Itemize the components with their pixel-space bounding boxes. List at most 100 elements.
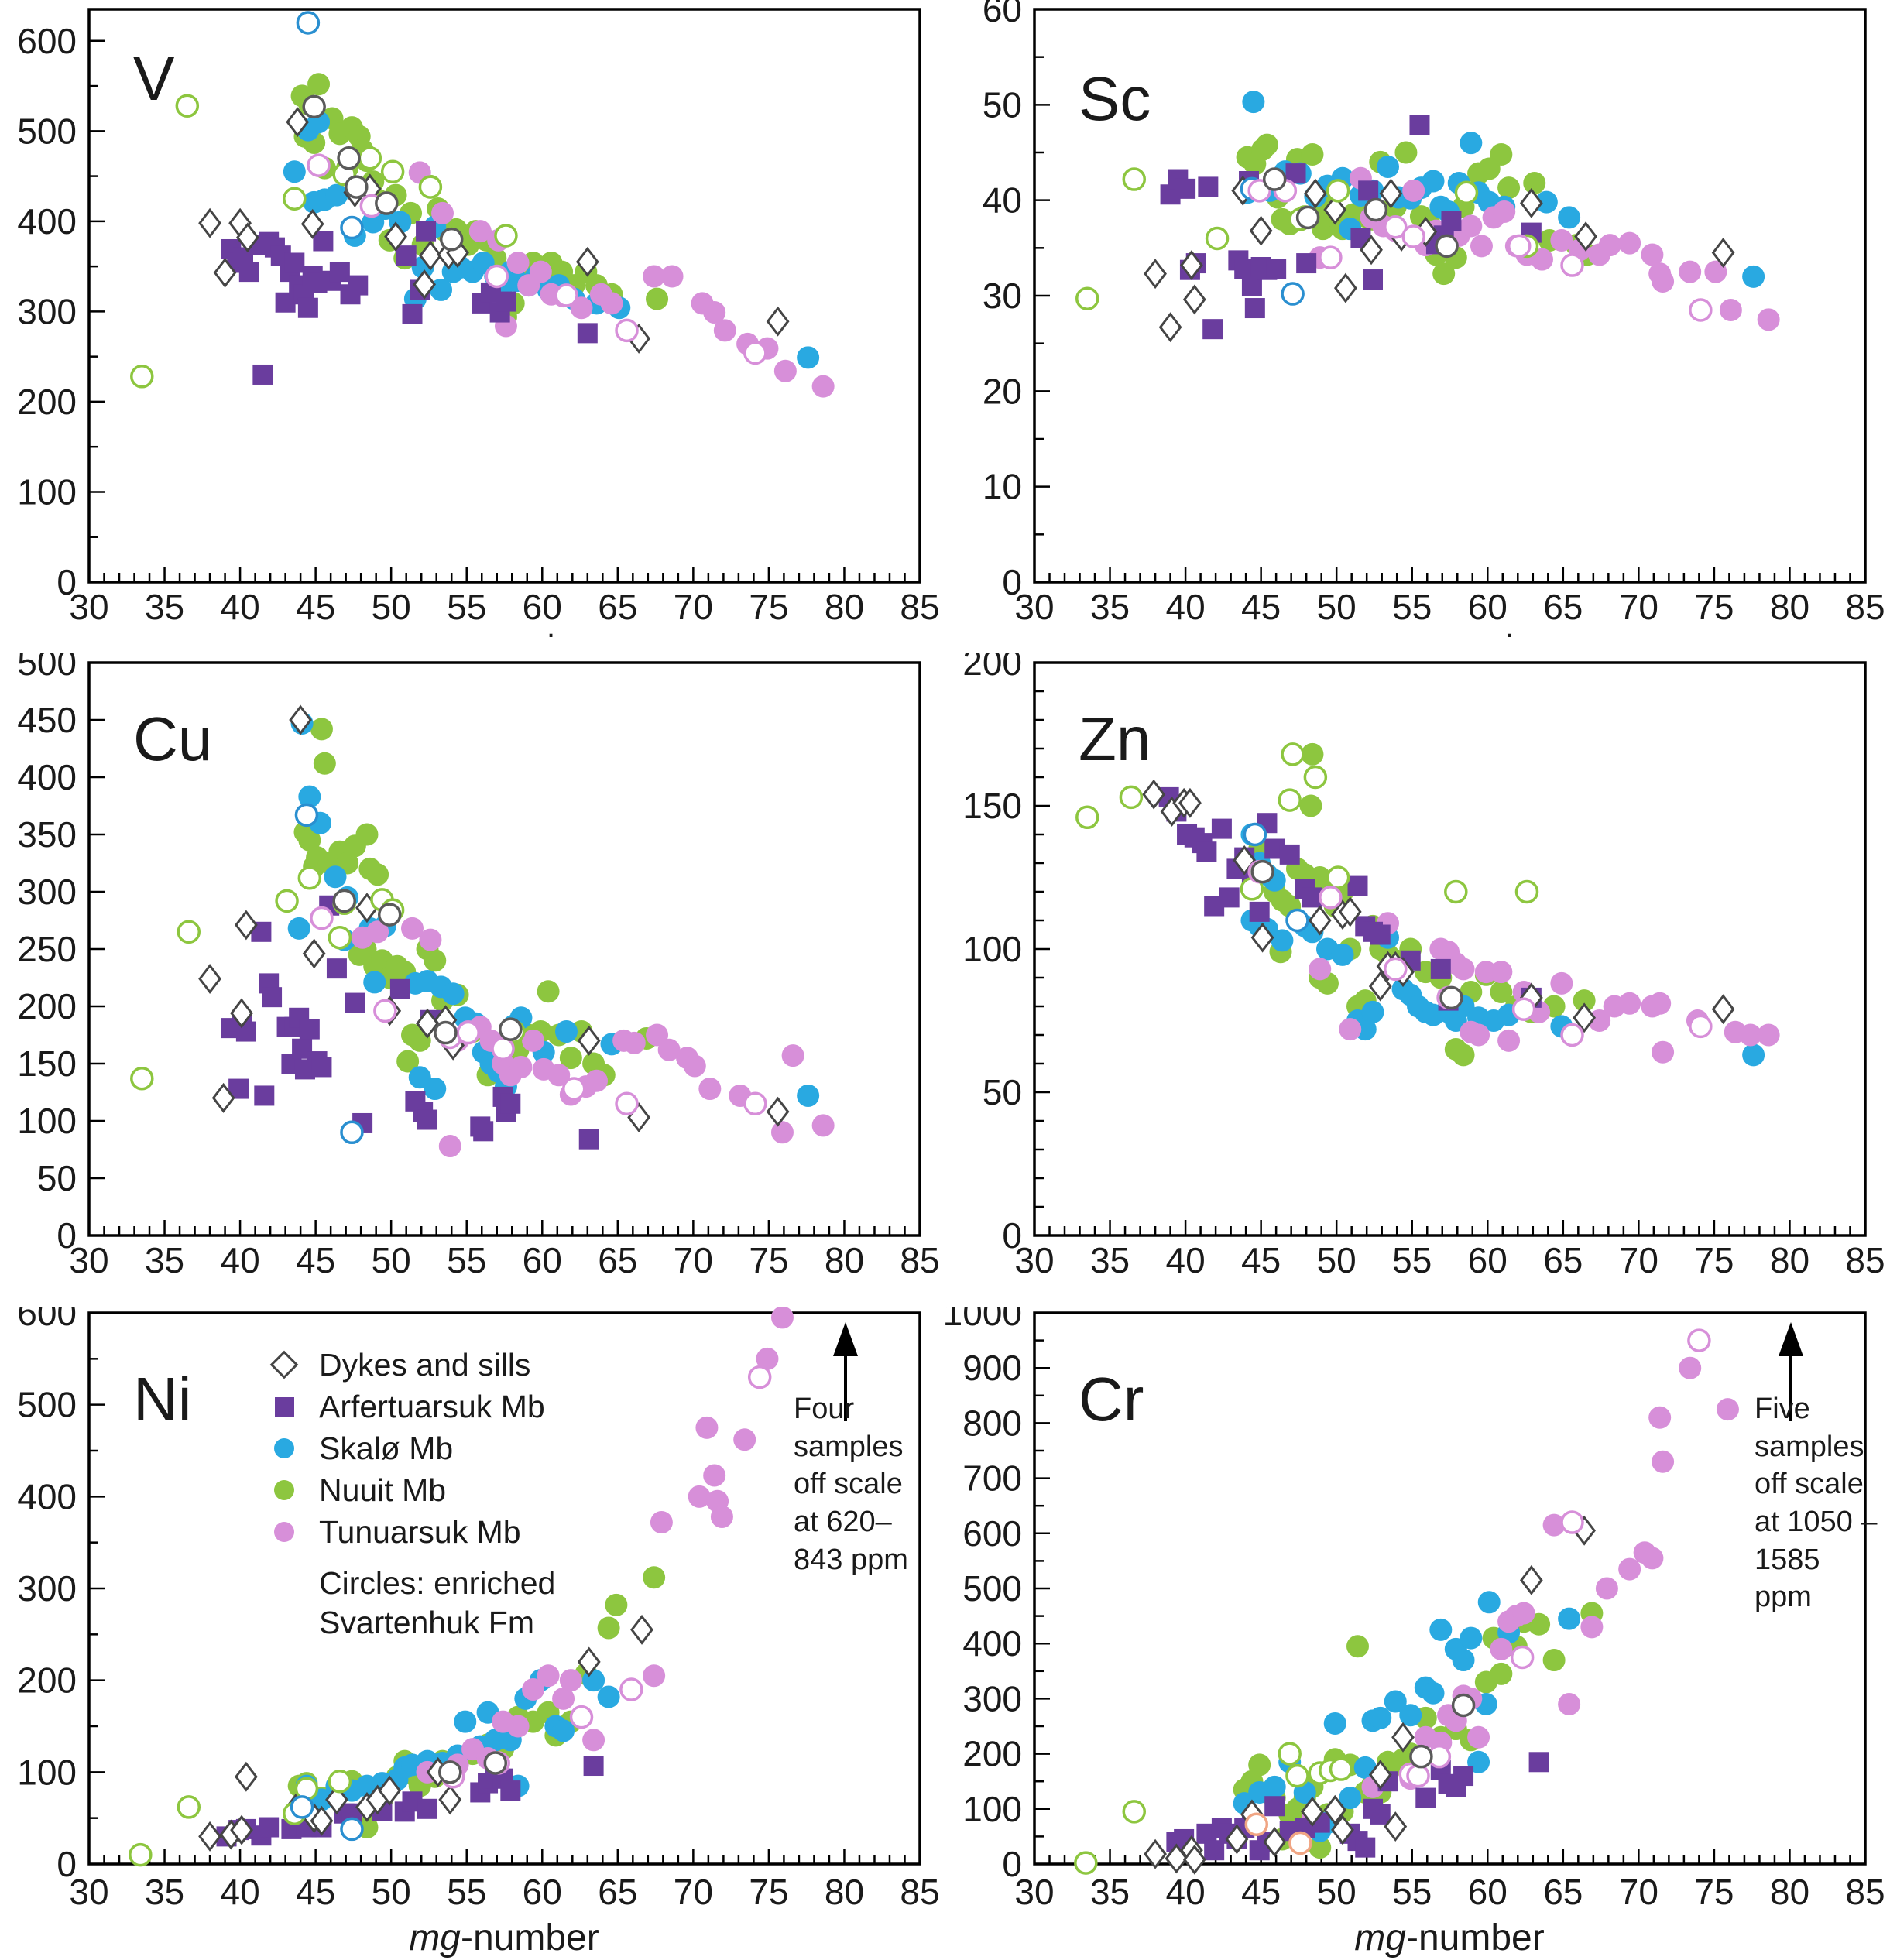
data-point-dykes <box>438 1784 462 1815</box>
data-point-enriched_gray <box>1409 1744 1433 1769</box>
svg-text:35: 35 <box>1090 1240 1130 1280</box>
svg-text:600: 600 <box>962 1513 1022 1554</box>
data-point-enriched_gray <box>1439 985 1463 1010</box>
data-point-tunuarsuk <box>1402 179 1425 202</box>
data-point-tunuarsuk <box>1739 1023 1762 1047</box>
svg-text:45: 45 <box>296 587 335 627</box>
svg-text:85: 85 <box>1845 587 1885 627</box>
data-point-tunuarsuk <box>1470 235 1493 258</box>
data-point-tunuarsuk <box>1641 243 1664 266</box>
data-point-nuuit <box>1299 794 1322 817</box>
data-point-arfertuarsuk <box>1347 875 1368 896</box>
svg-text:55: 55 <box>1392 587 1432 627</box>
svg-text:900: 900 <box>962 1348 1022 1388</box>
data-point-tunuarsuk <box>1309 958 1332 981</box>
data-point-enriched_green <box>1278 788 1302 812</box>
data-point-enriched_pink <box>1507 234 1532 259</box>
data-point-arfertuarsuk <box>1264 1796 1285 1817</box>
panel-title-Cr: Cr <box>1079 1365 1144 1434</box>
data-point-arfertuarsuk <box>297 297 318 318</box>
data-point-enriched_green <box>380 159 405 184</box>
data-point-enriched_gray <box>345 175 369 199</box>
data-point-skalo <box>363 971 386 994</box>
data-point-skalo <box>1535 190 1558 214</box>
data-point-dykes <box>384 221 407 252</box>
data-point-tunuarsuk <box>1679 260 1702 283</box>
data-point-dykes <box>416 1008 439 1039</box>
data-point-dykes <box>302 938 326 969</box>
legend-note: Circles: enriched Svartenhuk Fm <box>319 1565 556 1641</box>
data-point-enriched_green <box>1326 179 1350 203</box>
chart-Ni: 30 35 40 45 50 55 60 65 70 75 80 85 0 100 200 300 400 500… <box>17 1307 940 1912</box>
data-point-dykes <box>198 1821 221 1852</box>
chart-V: 30 35 40 45 50 55 60 65 70 75 80 85 0 100 200 300 400 500… <box>17 8 940 627</box>
panel-title-Cu: Cu <box>133 704 213 773</box>
svg-text:70: 70 <box>674 1240 713 1280</box>
legend-label: Skalø Mb <box>319 1430 454 1466</box>
data-point-nuuit <box>1394 141 1418 164</box>
data-point-arfertuarsuk <box>275 292 296 313</box>
data-point-enriched_gray <box>1295 205 1320 230</box>
svg-text:500: 500 <box>962 1568 1022 1609</box>
data-point-dykes <box>310 1805 334 1836</box>
data-point-arfertuarsuk <box>577 323 598 344</box>
data-point-skalo <box>324 865 347 889</box>
x-axis-title-rest: -number <box>1405 1917 1545 1958</box>
data-point-skalo <box>1558 1607 1581 1630</box>
svg-text:0: 0 <box>57 562 77 602</box>
data-point-tunuarsuk <box>1704 260 1727 283</box>
data-point-nuuit <box>1490 981 1513 1003</box>
svg-text:30: 30 <box>1014 587 1054 627</box>
svg-text:35: 35 <box>145 587 184 627</box>
data-point-arfertuarsuk <box>1211 818 1232 839</box>
svg-text:500: 500 <box>17 111 77 151</box>
data-point-arfertuarsuk <box>1296 253 1317 274</box>
data-point-nuuit <box>605 1593 628 1616</box>
data-point-skalo <box>1242 91 1265 114</box>
data-point-skalo <box>1422 170 1445 193</box>
x-axis-title-right: mg-number <box>1295 1917 1604 1959</box>
data-point-tunuarsuk <box>646 1023 669 1047</box>
off-scale-arrow-icon <box>833 1322 858 1356</box>
svg-text:150: 150 <box>17 1043 77 1084</box>
svg-text:400: 400 <box>962 1623 1022 1664</box>
data-point-nuuit <box>313 752 336 775</box>
data-point-tunuarsuk <box>1719 299 1742 321</box>
data-point-dykes <box>1158 312 1182 343</box>
data-point-enriched_pink <box>1319 886 1343 910</box>
data-point-enriched_gray <box>439 227 464 252</box>
data-point-skalo <box>1742 265 1765 288</box>
data-point-tunuarsuk <box>623 1031 646 1054</box>
data-point-tunuarsuk <box>1652 1040 1675 1064</box>
data-point-nuuit <box>298 828 321 852</box>
data-point-skalo <box>424 1078 447 1101</box>
data-point-enriched_green <box>1285 1763 1309 1788</box>
data-point-enriched_green <box>1303 765 1328 790</box>
data-point-arfertuarsuk <box>254 1085 275 1106</box>
data-point-enriched_gray <box>337 146 361 170</box>
svg-text:0: 0 <box>1002 562 1022 602</box>
data-point-nuuit <box>1255 133 1278 156</box>
svg-text:0: 0 <box>1002 1215 1022 1256</box>
data-point-arfertuarsuk <box>345 992 365 1013</box>
data-point-nuuit <box>643 1566 666 1589</box>
svg-text:500: 500 <box>17 653 77 683</box>
data-point-arfertuarsuk <box>1370 924 1391 945</box>
svg-text:200: 200 <box>962 653 1022 683</box>
svg-text:30: 30 <box>1014 1872 1054 1912</box>
data-point-arfertuarsuk <box>1415 1787 1436 1808</box>
data-point-arfertuarsuk <box>1355 1837 1376 1858</box>
svg-text:1000: 1000 <box>945 1307 1022 1333</box>
data-point-enriched_green <box>130 1066 154 1091</box>
data-point-enriched_pink <box>491 1037 515 1061</box>
svg-text:200: 200 <box>17 1660 77 1701</box>
data-point-arfertuarsuk <box>389 978 410 999</box>
svg-text:55: 55 <box>447 1872 486 1912</box>
data-point-tunuarsuk <box>1757 308 1780 331</box>
data-point-dykes <box>235 1761 258 1792</box>
x-axis-title-italic: mg <box>1354 1917 1406 1958</box>
data-point-dykes <box>1225 1824 1249 1855</box>
data-point-nuuit <box>1301 142 1324 166</box>
data-point-enriched_green <box>1075 286 1099 310</box>
data-point-enriched_gray <box>375 191 399 215</box>
